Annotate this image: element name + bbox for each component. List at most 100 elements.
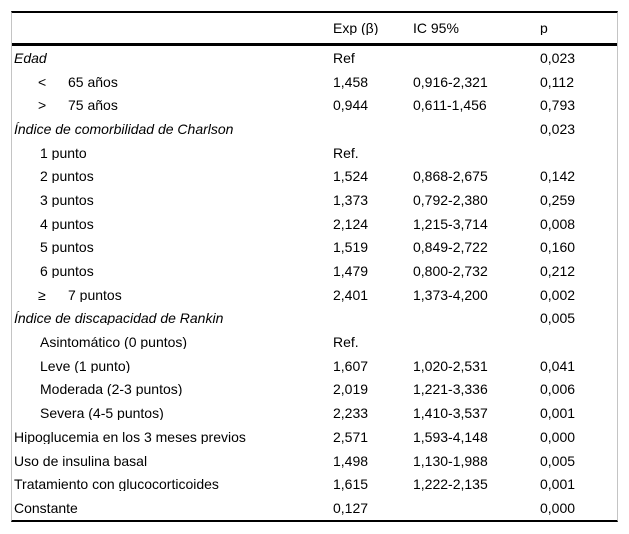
cell-exp-beta: 2,019	[333, 382, 369, 397]
table-row: 2 puntos 1,524 0,868-2,675 0,142	[12, 164, 617, 188]
cell-p-value: 0,259	[540, 192, 576, 207]
cell-ic95: 0,611-1,456	[413, 98, 487, 113]
row-label: 5 puntos	[12, 240, 333, 254]
table-row: 4 puntos 2,124 1,215-3,714 0,008	[12, 212, 617, 236]
cell-p-value: 0,002	[540, 287, 576, 302]
row-label: 2 puntos	[12, 169, 333, 183]
cell-exp-beta: Ref	[333, 50, 355, 65]
row-label-text: Uso de insulina basal	[14, 453, 148, 468]
cell-ic95: 1,130-1,988	[413, 453, 488, 468]
table-row: >75 años 0,944 0,611-1,456 0,793	[12, 93, 617, 117]
cell-ic95: 1,373-4,200	[413, 287, 488, 302]
cell-ic95: 0,792-2,380	[413, 192, 488, 207]
cell-exp-beta: 2,233	[333, 406, 369, 421]
cell-p-value: 0,793	[540, 98, 576, 113]
row-label: Moderada (2-3 puntos)	[12, 382, 333, 396]
cell-ic95: 1,215-3,714	[413, 216, 488, 231]
cell-ic95: 1,593-4,148	[413, 429, 488, 444]
comparison-symbol: ≥	[38, 287, 46, 302]
table-body: Edad Ref 0,023 <65 años 1,458 0,916-2,32…	[12, 46, 617, 520]
cell-ic95: 1,020-2,531	[413, 358, 488, 373]
cell-ic95: 0,849-2,722	[413, 240, 488, 255]
cell-ic95: 0,916-2,321	[413, 74, 488, 89]
table-row: 6 puntos 1,479 0,800-2,732 0,212	[12, 259, 617, 283]
cell-exp-beta: Ref.	[333, 335, 359, 350]
row-label: 3 puntos	[12, 193, 333, 207]
cell-p-value: 0,006	[540, 382, 576, 397]
cell-ic95: 0,868-2,675	[413, 169, 488, 184]
row-label-text: Moderada (2-3 puntos)	[40, 382, 183, 397]
row-label: Uso de insulina basal	[12, 454, 333, 468]
row-label: 1 punto	[12, 146, 333, 160]
row-label-text: Severa (4-5 puntos)	[40, 406, 164, 421]
table-row: Leve (1 punto) 1,607 1,020-2,531 0,041	[12, 354, 617, 378]
table-row: Severa (4-5 puntos) 2,233 1,410-3,537 0,…	[12, 401, 617, 425]
cell-exp-beta: 0,944	[333, 98, 369, 113]
cell-exp-beta: 2,401	[333, 287, 369, 302]
table-row: Uso de insulina basal 1,498 1,130-1,988 …	[12, 449, 617, 473]
cell-p-value: 0,001	[540, 477, 576, 492]
row-label-text: Leve (1 punto)	[40, 358, 131, 373]
table-row: 1 punto Ref.	[12, 141, 617, 165]
table-row: Constante 0,127 0,000	[12, 496, 617, 520]
table-row: Índice de comorbilidad de Charlson 0,023	[12, 117, 617, 141]
row-label-text: 3 puntos	[40, 192, 94, 207]
cell-exp-beta: 1,479	[333, 264, 369, 279]
cell-p-value: 0,023	[540, 121, 576, 136]
row-label-text: 4 puntos	[40, 216, 94, 231]
column-header-p: p	[540, 21, 548, 35]
cell-p-value: 0,142	[540, 169, 576, 184]
row-label-text: 1 punto	[40, 145, 87, 160]
row-label: Constante	[12, 501, 333, 515]
row-label: 6 puntos	[12, 264, 333, 278]
table-row: Índice de discapacidad de Rankin 0,005	[12, 307, 617, 331]
table-row: 5 puntos 1,519 0,849-2,722 0,160	[12, 236, 617, 260]
cell-p-value: 0,041	[540, 358, 576, 373]
cell-exp-beta: 2,571	[333, 429, 369, 444]
row-label: Tratamiento con glucocorticoides	[12, 477, 333, 491]
cell-p-value: 0,005	[540, 453, 576, 468]
cell-exp-beta: 1,615	[333, 477, 369, 492]
row-label-text: Edad	[14, 50, 47, 65]
cell-ic95: 1,222-2,135	[413, 477, 488, 492]
row-label-text: Índice de discapacidad de Rankin	[14, 311, 224, 326]
cell-exp-beta: 1,498	[333, 453, 369, 468]
row-label: ≥7 puntos	[12, 288, 333, 302]
cell-p-value: 0,112	[540, 74, 574, 89]
row-label-text: 5 puntos	[40, 240, 94, 255]
row-label: Severa (4-5 puntos)	[12, 406, 333, 420]
cell-exp-beta: 1,607	[333, 358, 369, 373]
row-label-text: Tratamiento con glucocorticoides	[14, 477, 219, 492]
comparison-symbol: <	[38, 74, 47, 89]
row-label: <65 años	[12, 75, 333, 89]
cell-exp-beta: 1,458	[333, 74, 369, 89]
row-label: Índice de comorbilidad de Charlson	[12, 122, 333, 136]
cell-p-value: 0,008	[540, 216, 576, 231]
table-row: Moderada (2-3 puntos) 2,019 1,221-3,336 …	[12, 378, 617, 402]
cell-p-value: 0,212	[540, 264, 576, 279]
cell-exp-beta: Ref.	[333, 145, 359, 160]
row-label: Leve (1 punto)	[12, 359, 333, 373]
row-label: >75 años	[12, 98, 333, 112]
row-label-text: 75 años	[68, 98, 118, 113]
table-row: Asintomático (0 puntos) Ref.	[12, 330, 617, 354]
table-row: <65 años 1,458 0,916-2,321 0,112	[12, 70, 617, 94]
row-label: Hipoglucemia en los 3 meses previos	[12, 430, 333, 444]
cell-ic95: 1,410-3,537	[413, 406, 488, 421]
row-label-text: Constante	[14, 500, 78, 515]
cell-ic95: 0,800-2,732	[413, 264, 488, 279]
table-row: Edad Ref 0,023	[12, 46, 617, 70]
table-header-row: Exp (β) IC 95% p	[12, 13, 617, 46]
row-label-text: 6 puntos	[40, 264, 94, 279]
table-row: ≥7 puntos 2,401 1,373-4,200 0,002	[12, 283, 617, 307]
table-row: Tratamiento con glucocorticoides 1,615 1…	[12, 472, 617, 496]
cell-exp-beta: 1,373	[333, 192, 369, 207]
table-row: 3 puntos 1,373 0,792-2,380 0,259	[12, 188, 617, 212]
cell-p-value: 0,000	[540, 429, 576, 444]
row-label: Índice de discapacidad de Rankin	[12, 311, 333, 325]
row-label: Asintomático (0 puntos)	[12, 335, 333, 349]
cell-exp-beta: 0,127	[333, 500, 369, 515]
regression-table: Exp (β) IC 95% p Edad Ref 0,023 <65 años…	[11, 11, 618, 522]
row-label-text: 65 años	[68, 74, 118, 89]
row-label-text: Asintomático (0 puntos)	[40, 335, 188, 350]
